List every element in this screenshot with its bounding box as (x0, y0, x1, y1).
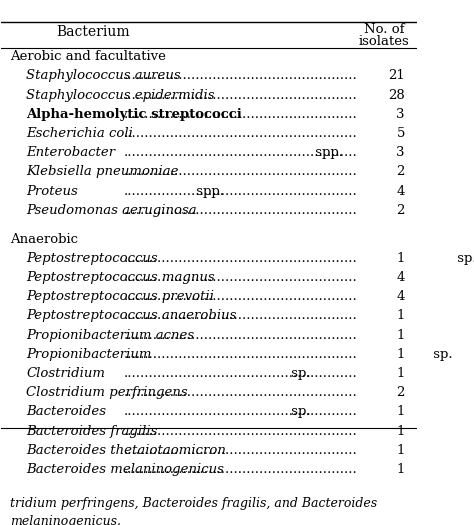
Text: .......................................................: ........................................… (123, 348, 357, 361)
Text: Clostridium: Clostridium (27, 367, 105, 380)
Text: .......................................................: ........................................… (123, 204, 357, 217)
Text: sp.: sp. (287, 367, 311, 380)
Text: .......................................................: ........................................… (123, 425, 357, 437)
Text: 3: 3 (396, 108, 405, 121)
Text: Aerobic and facultative: Aerobic and facultative (9, 50, 165, 63)
Text: .......................................................: ........................................… (123, 405, 357, 418)
Text: Peptostreptococcus anaerobius: Peptostreptococcus anaerobius (27, 309, 237, 322)
Text: 4: 4 (397, 290, 405, 303)
Text: Bacterium: Bacterium (56, 25, 130, 39)
Text: .......................................................: ........................................… (123, 271, 357, 284)
Text: .......................................................: ........................................… (123, 463, 357, 476)
Text: Bacteroides thetaiotaomicron: Bacteroides thetaiotaomicron (27, 444, 226, 457)
Text: .......................................................: ........................................… (123, 309, 357, 322)
Text: .......................................................: ........................................… (123, 367, 357, 380)
Text: spp.: spp. (311, 146, 343, 159)
Text: 1: 1 (397, 405, 405, 418)
Text: 1: 1 (397, 348, 405, 361)
Text: Staphylococcus aureus: Staphylococcus aureus (27, 69, 181, 82)
Text: Enterobacter: Enterobacter (27, 146, 116, 159)
Text: .......................................................: ........................................… (123, 329, 357, 342)
Text: 21: 21 (388, 69, 405, 82)
Text: Peptostreptococcus prevotii: Peptostreptococcus prevotii (27, 290, 214, 303)
Text: sp.: sp. (429, 348, 453, 361)
Text: Anaerobic: Anaerobic (9, 233, 78, 246)
Text: 1: 1 (397, 329, 405, 342)
Text: 1: 1 (397, 444, 405, 457)
Text: No. of: No. of (364, 23, 404, 36)
Text: 28: 28 (388, 89, 405, 101)
Text: 4: 4 (397, 185, 405, 197)
Text: sp.: sp. (287, 405, 311, 418)
Text: Peptostreptococcus magnus: Peptostreptococcus magnus (27, 271, 215, 284)
Text: sp.: sp. (453, 252, 474, 265)
Text: .......................................................: ........................................… (123, 127, 357, 140)
Text: Klebsiella pneumoniae: Klebsiella pneumoniae (27, 165, 179, 178)
Text: tridium perfringens, Bacteroides fragilis, and Bacteroides
melaninogenicus.: tridium perfringens, Bacteroides fragili… (9, 497, 377, 525)
Text: Proteus: Proteus (27, 185, 78, 197)
Text: spp.: spp. (192, 185, 224, 197)
Text: .......................................................: ........................................… (123, 69, 357, 82)
Text: 1: 1 (397, 463, 405, 476)
Text: 1: 1 (397, 367, 405, 380)
Text: Bacteroides: Bacteroides (27, 405, 106, 418)
Text: Propionibacterium: Propionibacterium (27, 348, 152, 361)
Text: Alpha-hemolytic streptococci: Alpha-hemolytic streptococci (27, 108, 242, 121)
Text: .......................................................: ........................................… (123, 252, 357, 265)
Text: .......................................................: ........................................… (123, 444, 357, 457)
Text: Bacteroides fragilis: Bacteroides fragilis (27, 425, 158, 437)
Text: .......................................................: ........................................… (123, 185, 357, 197)
Text: Escherichia coli: Escherichia coli (27, 127, 133, 140)
Text: .......................................................: ........................................… (123, 89, 357, 101)
Text: 1: 1 (397, 252, 405, 265)
Text: 5: 5 (397, 127, 405, 140)
Text: 3: 3 (396, 146, 405, 159)
Text: Bacteroides melaninogenicus: Bacteroides melaninogenicus (27, 463, 224, 476)
Text: 1: 1 (397, 425, 405, 437)
Text: Pseudomonas aeruginosa: Pseudomonas aeruginosa (27, 204, 197, 217)
Text: 4: 4 (397, 271, 405, 284)
Text: .......................................................: ........................................… (123, 108, 357, 121)
Text: .......................................................: ........................................… (123, 386, 357, 399)
Text: .......................................................: ........................................… (123, 146, 357, 159)
Text: Clostridium perfringens: Clostridium perfringens (27, 386, 188, 399)
Text: 2: 2 (397, 165, 405, 178)
Text: isolates: isolates (359, 35, 410, 48)
Text: Staphylococcus epidermidis: Staphylococcus epidermidis (27, 89, 215, 101)
Text: Propionibacterium acnes: Propionibacterium acnes (27, 329, 194, 342)
Text: 2: 2 (397, 386, 405, 399)
Text: .......................................................: ........................................… (123, 290, 357, 303)
Text: Peptostreptococcus: Peptostreptococcus (27, 252, 158, 265)
Text: .......................................................: ........................................… (123, 165, 357, 178)
Text: 2: 2 (397, 204, 405, 217)
Text: 1: 1 (397, 309, 405, 322)
